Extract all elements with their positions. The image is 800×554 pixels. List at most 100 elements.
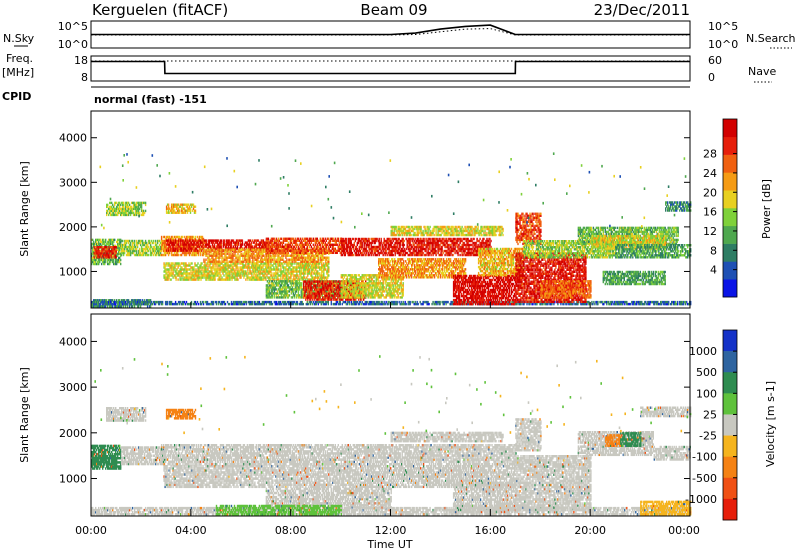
power-cell (308, 250, 309, 252)
power-cell (271, 272, 272, 274)
power-cell (102, 246, 103, 248)
power-cell (328, 301, 329, 303)
power-cell (297, 274, 298, 276)
noise-left-tick-bottom: 10^0 (58, 38, 88, 51)
power-cell (131, 303, 132, 305)
freq-label: Freq. (6, 52, 33, 65)
power-cell (242, 239, 243, 241)
power-cell (272, 303, 273, 305)
power-cell (202, 276, 203, 278)
power-cell (219, 261, 220, 263)
power-cell (677, 301, 678, 303)
power-cell (447, 301, 448, 303)
power-cell (106, 246, 107, 248)
power-cell (123, 202, 124, 204)
freq-right-tick-top: 60 (708, 54, 722, 67)
power-cell (139, 212, 140, 214)
power-cell (179, 210, 180, 212)
power-cell (331, 301, 332, 303)
power-cell (133, 301, 134, 303)
power-cell (418, 303, 419, 305)
power-cell (410, 301, 411, 303)
power-cell (145, 210, 146, 212)
series-line-n-sky (91, 25, 690, 34)
power-cell (290, 276, 291, 278)
power-cell (216, 301, 217, 303)
power-cell (213, 301, 214, 303)
power-cell (214, 276, 215, 278)
power-cell (139, 248, 140, 250)
power-cell (223, 274, 224, 276)
power-cell (349, 301, 350, 303)
power-cell (439, 301, 440, 303)
power-cell (265, 276, 266, 278)
power-cell (177, 278, 178, 280)
power-cell (197, 249, 198, 251)
power-cell (116, 246, 117, 248)
power-cell (225, 303, 226, 305)
power-cell (220, 274, 221, 276)
noise-panel: 10^5 10^0 10^5 10^0 N.Sky N.Search (3, 20, 796, 51)
power-cell (281, 238, 282, 240)
power-cell (198, 303, 199, 305)
power-cell (280, 276, 281, 278)
power-cell (120, 259, 121, 261)
station-title: Kerguelen (fitACF) (92, 1, 228, 19)
power-cell (286, 259, 287, 261)
frequency-panel: 18 8 60 0 Freq. [MHz] Nave (2, 52, 776, 84)
power-cell (195, 206, 196, 208)
power-cell (668, 301, 669, 303)
power-cell (206, 239, 207, 241)
power-cell (303, 303, 304, 305)
power-cell (246, 301, 247, 303)
power-cell (191, 262, 192, 264)
power-cell (108, 246, 109, 248)
power-cell (222, 249, 223, 251)
power-cell (327, 276, 328, 278)
date-title: 23/Dec/2011 (594, 1, 690, 19)
power-cell (122, 240, 123, 242)
power-cell (105, 239, 106, 241)
power-cell (328, 257, 329, 259)
power-cell (182, 236, 183, 238)
power-cell (328, 274, 329, 276)
power-cell (155, 240, 156, 242)
nave-label: Nave (748, 65, 776, 78)
power-cell (175, 276, 176, 278)
power-cell (274, 276, 275, 278)
power-cell (145, 202, 146, 204)
power-cell (107, 204, 108, 206)
power-cell (197, 262, 198, 264)
noise-left-tick-top: 10^5 (58, 20, 88, 33)
power-cell (221, 239, 222, 241)
frequency-series (91, 61, 690, 74)
power-cell (172, 276, 173, 278)
nsky-label: N.Sky (3, 32, 35, 45)
power-cell (252, 301, 253, 303)
power-cell (168, 204, 169, 206)
power-cell (250, 261, 251, 263)
power-cell (297, 301, 298, 303)
freq-left-tick-bottom: 8 (81, 71, 88, 84)
power-cell (115, 301, 116, 303)
power-cell (338, 238, 339, 240)
series-line-freq (91, 62, 690, 74)
power-cell (113, 259, 114, 261)
power-cell (406, 303, 407, 305)
power-cell (597, 301, 598, 303)
power-cell (175, 239, 176, 241)
power-cell (161, 236, 162, 238)
power-heatmap-cells (91, 152, 691, 307)
power-cell (201, 249, 202, 251)
noise-right-tick-bottom: 10^0 (708, 38, 738, 51)
power-cell (170, 278, 171, 280)
nsearch-label: N.Search (746, 32, 796, 45)
power-cell (116, 248, 117, 250)
power-cell (148, 254, 149, 256)
power-cell (167, 301, 168, 303)
power-cell (195, 210, 196, 212)
beam-title: Beam 09 (360, 1, 427, 19)
power-cell (201, 262, 202, 264)
